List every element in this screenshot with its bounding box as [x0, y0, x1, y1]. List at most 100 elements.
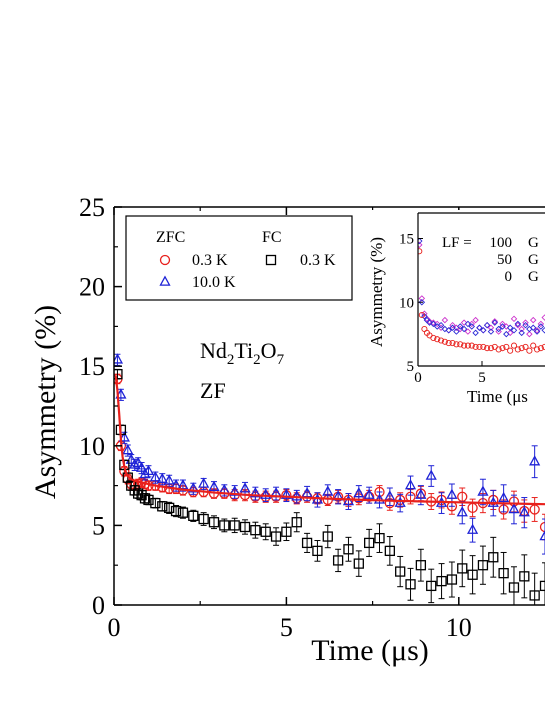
data-point-square: [157, 501, 168, 512]
data-point-triangle: [249, 487, 261, 498]
data-point-square: [250, 525, 261, 536]
legend-entry-label: 10.0 K: [192, 274, 236, 291]
data-point-triangle: [280, 488, 292, 499]
data-point-triangle: [118, 431, 130, 442]
data-point-square: [239, 521, 251, 533]
data-point-square: [477, 560, 489, 571]
inset-data-point: [437, 337, 445, 344]
data-point-triangle: [114, 353, 124, 364]
legend-fc-header: FC: [262, 229, 282, 246]
inset-data-point: [441, 316, 449, 324]
inset-data-point: [445, 339, 452, 347]
inset-data-point: [499, 323, 506, 330]
data-point-triangle: [239, 482, 251, 493]
data-point-triangle: [163, 474, 175, 485]
data-point-square: [415, 560, 427, 571]
inset-data-point: [426, 318, 433, 325]
inset-data-point: [464, 328, 472, 335]
inset-data-point: [472, 329, 479, 337]
x-axis-title: Time (μs): [311, 634, 429, 667]
inset-data-point: [445, 327, 452, 334]
data-point-square: [114, 369, 123, 380]
data-point-triangle: [353, 487, 365, 498]
inset-legend-unit: G: [528, 252, 539, 268]
inset-data-point: [506, 329, 514, 337]
inset-data-point: [495, 346, 502, 353]
data-point-square: [508, 582, 520, 593]
inset-data-point: [418, 299, 426, 306]
inset-data-point: [518, 345, 525, 352]
data-point-square: [122, 472, 133, 483]
inset-plot: 51015051 Time (μs Asymmetry (%) LF = 100…: [364, 210, 545, 410]
y-tick-label: 25: [79, 193, 105, 222]
inset-data-point: [526, 347, 533, 354]
data-point-triangle: [425, 469, 437, 480]
inset-data-point: [506, 324, 514, 331]
inset-data-point: [418, 237, 423, 245]
inset-data-point: [533, 346, 541, 353]
inset-legend: LF = 100 G50 G0 G: [442, 235, 539, 285]
data-point-square: [170, 505, 182, 517]
data-point-triangle: [142, 464, 155, 476]
data-point-triangle: [539, 530, 545, 541]
inset-data-point: [533, 328, 541, 335]
inset-data-point: [495, 328, 502, 335]
inset-data-point: [529, 324, 537, 331]
inset-data-point: [457, 341, 464, 348]
legend-entry-label: 0.3 K: [300, 252, 336, 269]
data-point-square: [384, 545, 395, 557]
inset-data-point: [421, 313, 428, 320]
legend-box: [125, 215, 353, 301]
inset-data-point: [537, 323, 545, 330]
data-point-square: [198, 513, 209, 525]
inset-data-point: [460, 319, 468, 326]
data-point-triangle: [322, 485, 334, 496]
inset-data-point: [491, 318, 499, 325]
inset-data-point: [487, 345, 495, 352]
inset-data-point: [418, 241, 423, 249]
data-point-square: [177, 507, 189, 518]
inset-y-tick-label: 15: [399, 232, 414, 248]
data-point-circle: [539, 521, 545, 533]
inset-data-point: [430, 334, 437, 342]
inset-data-point: [472, 316, 479, 324]
inset-data-point: [495, 325, 502, 333]
legend: ZFC FC 0.3 K 10.0 K 0.3 K: [125, 215, 353, 301]
data-point-square: [229, 520, 240, 531]
data-point-square: [312, 545, 323, 557]
inset-series-group: [418, 237, 545, 338]
inset-data-point: [537, 345, 544, 352]
legend-marker-triangle: [159, 275, 171, 286]
inset-data-point: [449, 321, 456, 329]
y-tick-label: 0: [92, 591, 105, 620]
inset-data-point: [460, 325, 468, 333]
inset-data-point: [418, 295, 426, 302]
data-point-triangle: [139, 467, 151, 479]
data-point-square: [446, 574, 458, 585]
legend-marker-circle: [159, 254, 171, 266]
data-point-square: [498, 568, 509, 579]
fit-curve: [114, 375, 545, 506]
inset-data-point: [529, 316, 537, 324]
data-point-square: [374, 532, 385, 544]
inset-legend-unit: G: [528, 235, 539, 251]
inset-data-point: [526, 330, 533, 338]
inset-data-point: [476, 324, 483, 331]
inset-data-point: [426, 319, 433, 326]
inset-data-point: [510, 327, 518, 334]
inset-series-group: [418, 248, 545, 354]
y-axis-title: Asymmetry (%): [29, 305, 62, 499]
data-point-triangle: [198, 477, 210, 488]
data-point-triangle: [518, 506, 530, 517]
inset-data-point: [437, 321, 445, 329]
data-point-square: [529, 590, 540, 601]
data-point-square: [164, 502, 175, 514]
legend-marker-square: [265, 254, 277, 266]
data-point-triangle: [135, 461, 148, 472]
data-point-triangle: [456, 506, 468, 517]
data-point-square: [436, 575, 447, 587]
data-point-triangle: [498, 491, 510, 503]
data-point-square: [270, 531, 282, 542]
